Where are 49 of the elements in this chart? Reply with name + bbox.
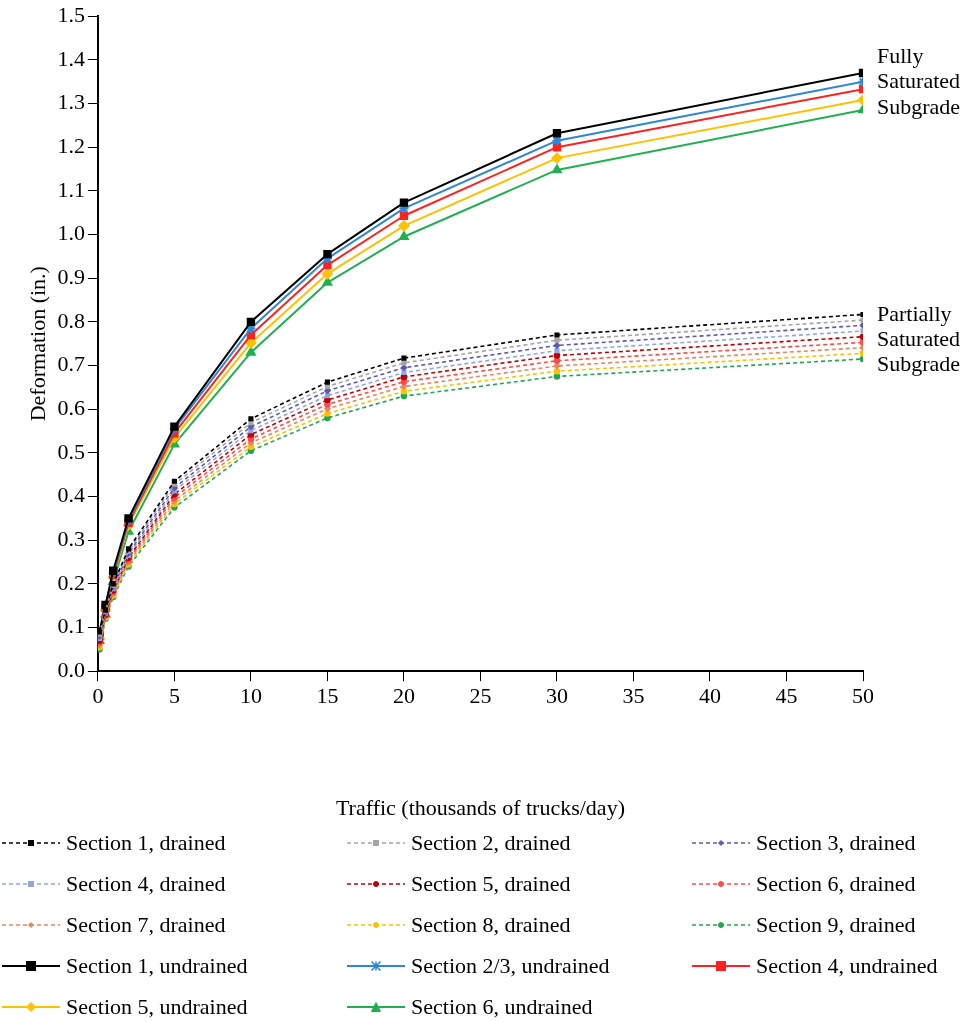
legend-label: Section 7, drained — [66, 911, 226, 938]
legend-label: Section 5, drained — [411, 870, 571, 897]
x-tick-label: 40 — [698, 683, 721, 709]
x-tick-label: 10 — [239, 683, 262, 709]
y-tick-label: 0.8 — [57, 307, 85, 333]
y-tick-label: 0.9 — [57, 263, 85, 289]
legend-label: Section 9, drained — [756, 911, 916, 938]
legend-label: Section 5, undrained — [66, 993, 248, 1020]
x-tick-label: 30 — [545, 683, 568, 709]
x-tick-label: 0 — [92, 683, 104, 709]
y-tick-label: 0.2 — [57, 569, 85, 595]
text: Fully — [877, 42, 924, 68]
legend-label: Section 6, drained — [756, 870, 916, 897]
y-axis-title: Deformation (in.) — [24, 266, 50, 422]
x-tick-label: 25 — [469, 683, 492, 709]
text: Saturated — [877, 325, 961, 351]
y-tick-label: 1.3 — [57, 89, 85, 115]
text: Saturated — [877, 67, 961, 93]
x-tick-label: 15 — [316, 683, 339, 709]
y-tick-label: 0.1 — [57, 613, 85, 639]
x-tick-label: 20 — [392, 683, 415, 709]
y-tick-label: 1.1 — [57, 176, 85, 202]
legend-label: Section 3, drained — [756, 829, 916, 856]
legend-label: Section 1, undrained — [66, 952, 248, 979]
y-tick-label: 1.0 — [57, 220, 85, 246]
legend-label: Section 4, undrained — [756, 952, 938, 979]
y-tick-label: 1.4 — [57, 45, 85, 71]
x-tick-label: 45 — [775, 683, 798, 709]
legend-label: Section 1, drained — [66, 829, 226, 856]
y-tick-label: 0.7 — [57, 351, 85, 377]
y-tick-label: 0.6 — [57, 394, 85, 420]
y-tick-label: 1.5 — [57, 1, 85, 27]
y-tick-label: 1.2 — [57, 132, 85, 158]
y-tick-label: 0.5 — [57, 438, 85, 464]
y-tick-label: 0.4 — [57, 482, 85, 508]
text: Subgrade — [877, 93, 961, 119]
x-tick-label: 5 — [168, 683, 180, 709]
legend-label: Section 8, drained — [411, 911, 571, 938]
y-tick-label: 0.3 — [57, 525, 85, 551]
x-tick-label: 35 — [622, 683, 645, 709]
legend-label: Section 6, undrained — [411, 993, 593, 1020]
x-tick-label: 50 — [852, 683, 874, 709]
text: Partially — [877, 300, 952, 326]
text: Subgrade — [877, 350, 961, 376]
legend-label: Section 2, drained — [411, 829, 571, 856]
x-axis-title: Traffic (thousands of trucks/day) — [335, 794, 625, 820]
legend-label: Section 2/3, undrained — [411, 952, 610, 979]
legend-label: Section 4, drained — [66, 870, 226, 897]
y-tick-label: 0.0 — [57, 656, 85, 682]
